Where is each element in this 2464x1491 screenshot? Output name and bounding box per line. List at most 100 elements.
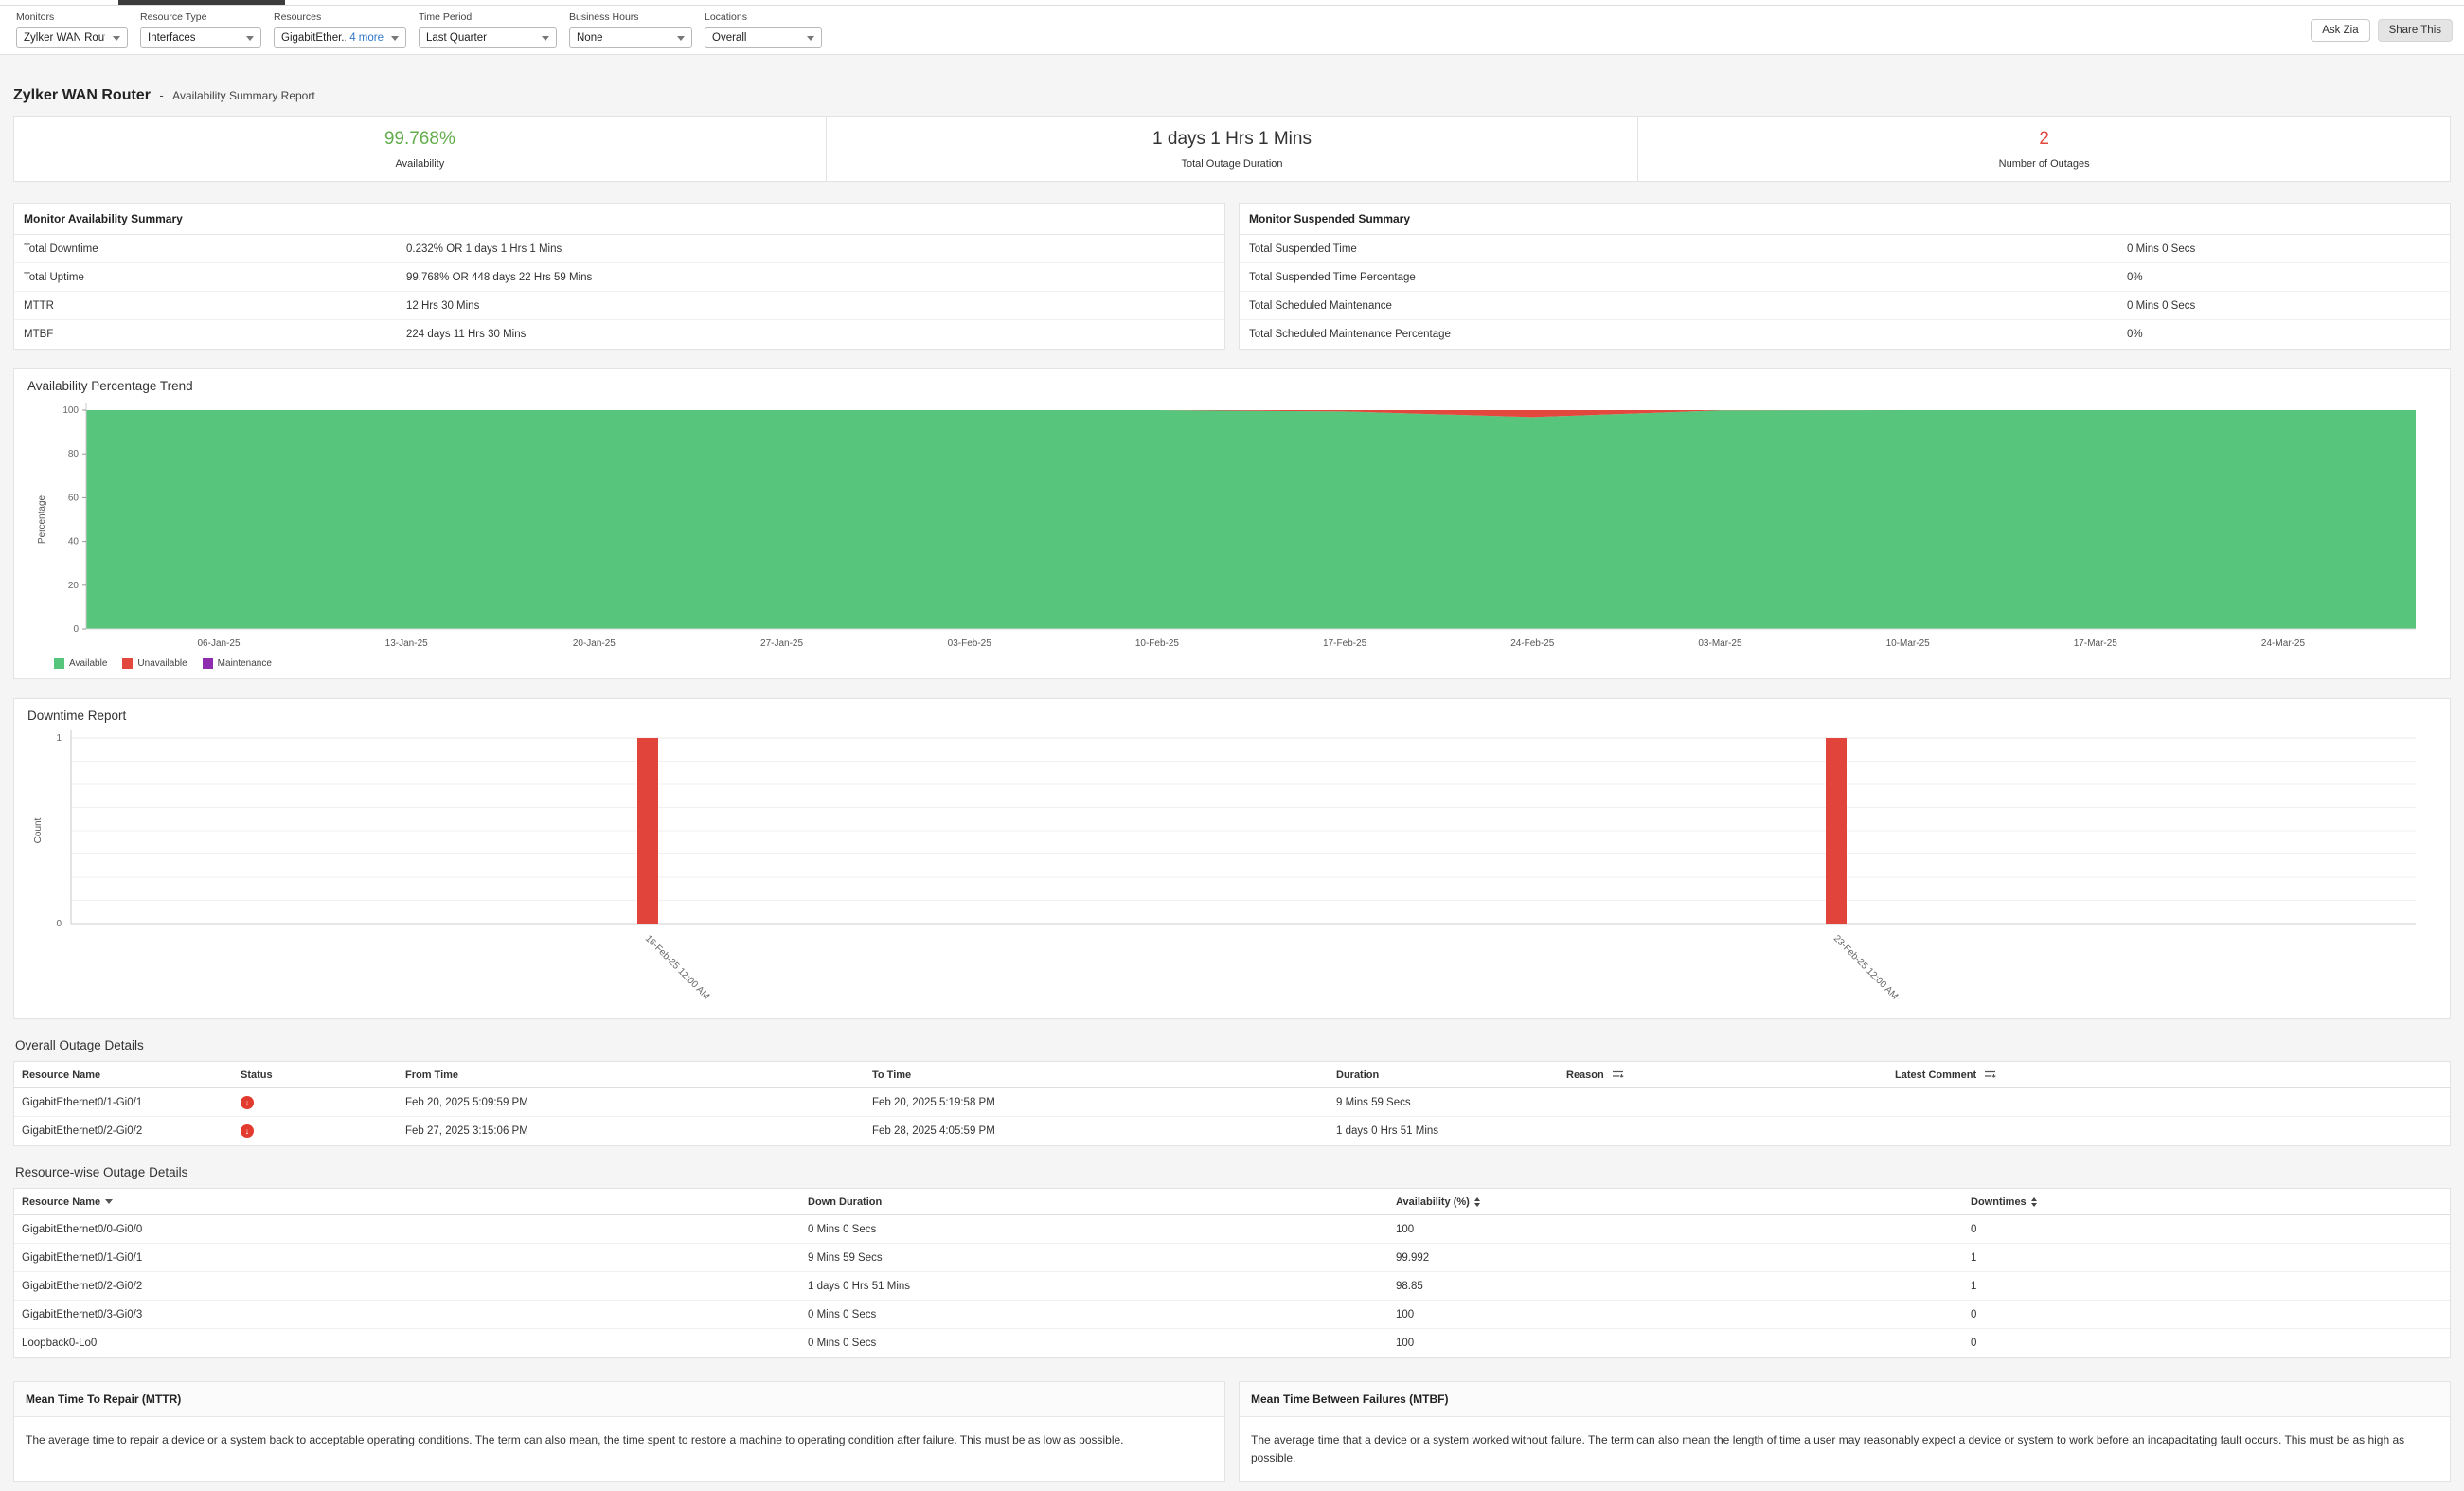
downtime-report-chart[interactable]: 10Count16-Feb-25 12:00 AM23-Feb-25 12:00… [26,728,2440,1013]
outage-count-card: 2 Number of Outages [1637,117,2450,181]
downtimes-cell: 0 [1963,1338,2450,1349]
resource-name-cell: GigabitEthernet0/3-Gi0/3 [14,1309,800,1320]
chart-tick-label: 17-Feb-25 [1323,638,1367,649]
time-period-select[interactable]: Last Quarter [419,27,557,48]
kv-row: Total Uptime 99.768% OR 448 days 22 Hrs … [14,263,1224,292]
sort-icon [1474,1197,1480,1207]
table-row: GigabitEthernet0/1-Gi0/1 ↓ Feb 20, 2025 … [14,1088,2450,1117]
availability-cell: 100 [1388,1338,1963,1349]
resource-name-cell: GigabitEthernet0/1-Gi0/1 [14,1097,233,1108]
table-row: GigabitEthernet0/1-Gi0/1 9 Mins 59 Secs … [14,1244,2450,1272]
locations-value: Overall [712,32,746,44]
business-hours-select[interactable]: None [569,27,692,48]
resources-select[interactable]: GigabitEther... 4 more [274,27,406,48]
kv-label: Total Suspended Time [1249,243,2127,255]
down-duration-cell: 0 Mins 0 Secs [800,1309,1388,1320]
ask-zia-button[interactable]: Ask Zia [2311,19,2369,42]
col-to-time: To Time [865,1069,1329,1081]
chart-tick-label: 24-Feb-25 [1510,638,1555,649]
col-status: Status [233,1069,398,1081]
col-availability-sortable[interactable]: Availability (%) [1388,1196,1963,1208]
outage-details-table: Resource Name Status From Time To Time D… [13,1061,2451,1146]
chart-tick-label: 0 [56,919,62,929]
col-resource-name: Resource Name [14,1069,233,1081]
resource-outage-table: Resource Name Down Duration Availability… [13,1188,2451,1358]
legend-label: Maintenance [218,658,272,669]
availability-summary-report-page: Monitors Zylker WAN Router Resource Type… [0,0,2464,1491]
resource-type-value: Interfaces [148,32,196,44]
duration-cell: 1 days 0 Hrs 51 Mins [1329,1125,1559,1137]
mtbf-panel: Mean Time Between Failures (MTBF) The av… [1239,1381,2451,1482]
col-downtimes-sortable[interactable]: Downtimes [1963,1196,2450,1208]
table-header-row: Resource Name Status From Time To Time D… [14,1062,2450,1088]
chart-tick-label: 10-Mar-25 [1886,638,1931,649]
col-reason-label: Reason [1566,1069,1604,1081]
availability-trend-chart[interactable]: 02040608010006-Jan-2513-Jan-2520-Jan-252… [26,399,2440,656]
downtime-report-panel: Downtime Report 10Count16-Feb-25 12:00 A… [13,698,2451,1019]
downtime-chart-title: Downtime Report [26,707,2438,728]
trend-chart-title: Availability Percentage Trend [26,377,2438,399]
kv-row: MTBF 224 days 11 Hrs 30 Mins [14,320,1224,349]
outage-duration-label: Total Outage Duration [1182,158,1283,170]
resource-name-cell: GigabitEthernet0/2-Gi0/2 [14,1281,800,1292]
legend-label: Unavailable [137,658,187,669]
kv-label: Total Uptime [24,272,406,283]
kv-value: 0% [2127,272,2143,283]
kv-row: Total Scheduled Maintenance Percentage 0… [1240,320,2450,349]
kv-row: Total Downtime 0.232% OR 1 days 1 Hrs 1 … [14,235,1224,263]
mtbf-title: Mean Time Between Failures (MTBF) [1240,1382,2450,1417]
kv-value: 0 Mins 0 Secs [2127,300,2195,312]
downtime-bar[interactable] [1826,738,1847,924]
mttr-panel: Mean Time To Repair (MTTR) The average t… [13,1381,1225,1482]
downtimes-cell: 1 [1963,1281,2450,1292]
table-row: GigabitEthernet0/2-Gi0/2 ↓ Feb 27, 2025 … [14,1117,2450,1145]
filter-time-period: Time Period Last Quarter [419,11,557,48]
chart-tick-label: 03-Feb-25 [948,638,992,649]
status-down-icon: ↓ [241,1124,254,1138]
kv-row: Total Suspended Time 0 Mins 0 Secs [1240,235,2450,263]
suspended-summary-title: Monitor Suspended Summary [1240,204,2450,235]
chevron-down-icon [391,36,399,41]
share-this-button[interactable]: Share This [2378,19,2453,42]
chevron-down-icon [113,36,120,41]
available-area [86,410,2416,629]
table-row: GigabitEthernet0/2-Gi0/2 1 days 0 Hrs 51… [14,1272,2450,1301]
from-time-cell: Feb 20, 2025 5:09:59 PM [398,1097,865,1108]
col-resource-name-sortable[interactable]: Resource Name [14,1196,800,1208]
resource-name-cell: Loopback0-Lo0 [14,1338,800,1349]
down-duration-cell: 9 Mins 59 Secs [800,1252,1388,1264]
resource-name-cell: GigabitEthernet0/1-Gi0/1 [14,1252,800,1264]
chevron-down-icon [246,36,254,41]
kv-row: MTTR 12 Hrs 30 Mins [14,292,1224,320]
locations-select[interactable]: Overall [705,27,822,48]
downtime-bar[interactable] [637,738,658,924]
topbar-actions: Ask Zia Share This [2311,19,2453,42]
summary-cards: 99.768% Availability 1 days 1 Hrs 1 Mins… [13,116,2451,182]
down-duration-cell: 0 Mins 0 Secs [800,1224,1388,1235]
wrap-text-icon[interactable] [1984,1069,1996,1080]
monitors-select[interactable]: Zylker WAN Router [16,27,128,48]
wrap-text-icon[interactable] [1612,1069,1624,1080]
filter-business-hours: Business Hours None [569,11,692,48]
to-time-cell: Feb 20, 2025 5:19:58 PM [865,1097,1329,1108]
monitor-name: Zylker WAN Router [13,87,151,103]
filter-resources: Resources GigabitEther... 4 more [274,11,406,48]
kv-label: Total Scheduled Maintenance [1249,300,2127,312]
filter-toolbar: Monitors Zylker WAN Router Resource Type… [0,6,2464,55]
kv-label: Total Scheduled Maintenance Percentage [1249,329,2127,340]
kv-value: 12 Hrs 30 Mins [406,300,479,312]
availability-trend-panel: Availability Percentage Trend 0204060801… [13,368,2451,679]
mttr-title: Mean Time To Repair (MTTR) [14,1382,1224,1417]
availability-value: 99.768% [384,129,455,150]
chart-tick-label: 40 [68,537,80,548]
chart-tick-label: 0 [73,624,79,635]
available-swatch [54,658,64,669]
resources-more-link[interactable]: 4 more [349,32,384,44]
definitions-row: Mean Time To Repair (MTTR) The average t… [13,1381,2451,1482]
unavailable-swatch [122,658,133,669]
trend-legend: Available Unavailable Maintenance [54,658,2438,669]
resource-type-select[interactable]: Interfaces [140,27,261,48]
col-latest-comment: Latest Comment [1887,1069,2450,1081]
table-row: GigabitEthernet0/0-Gi0/0 0 Mins 0 Secs 1… [14,1215,2450,1244]
resource-type-label: Resource Type [140,11,261,23]
